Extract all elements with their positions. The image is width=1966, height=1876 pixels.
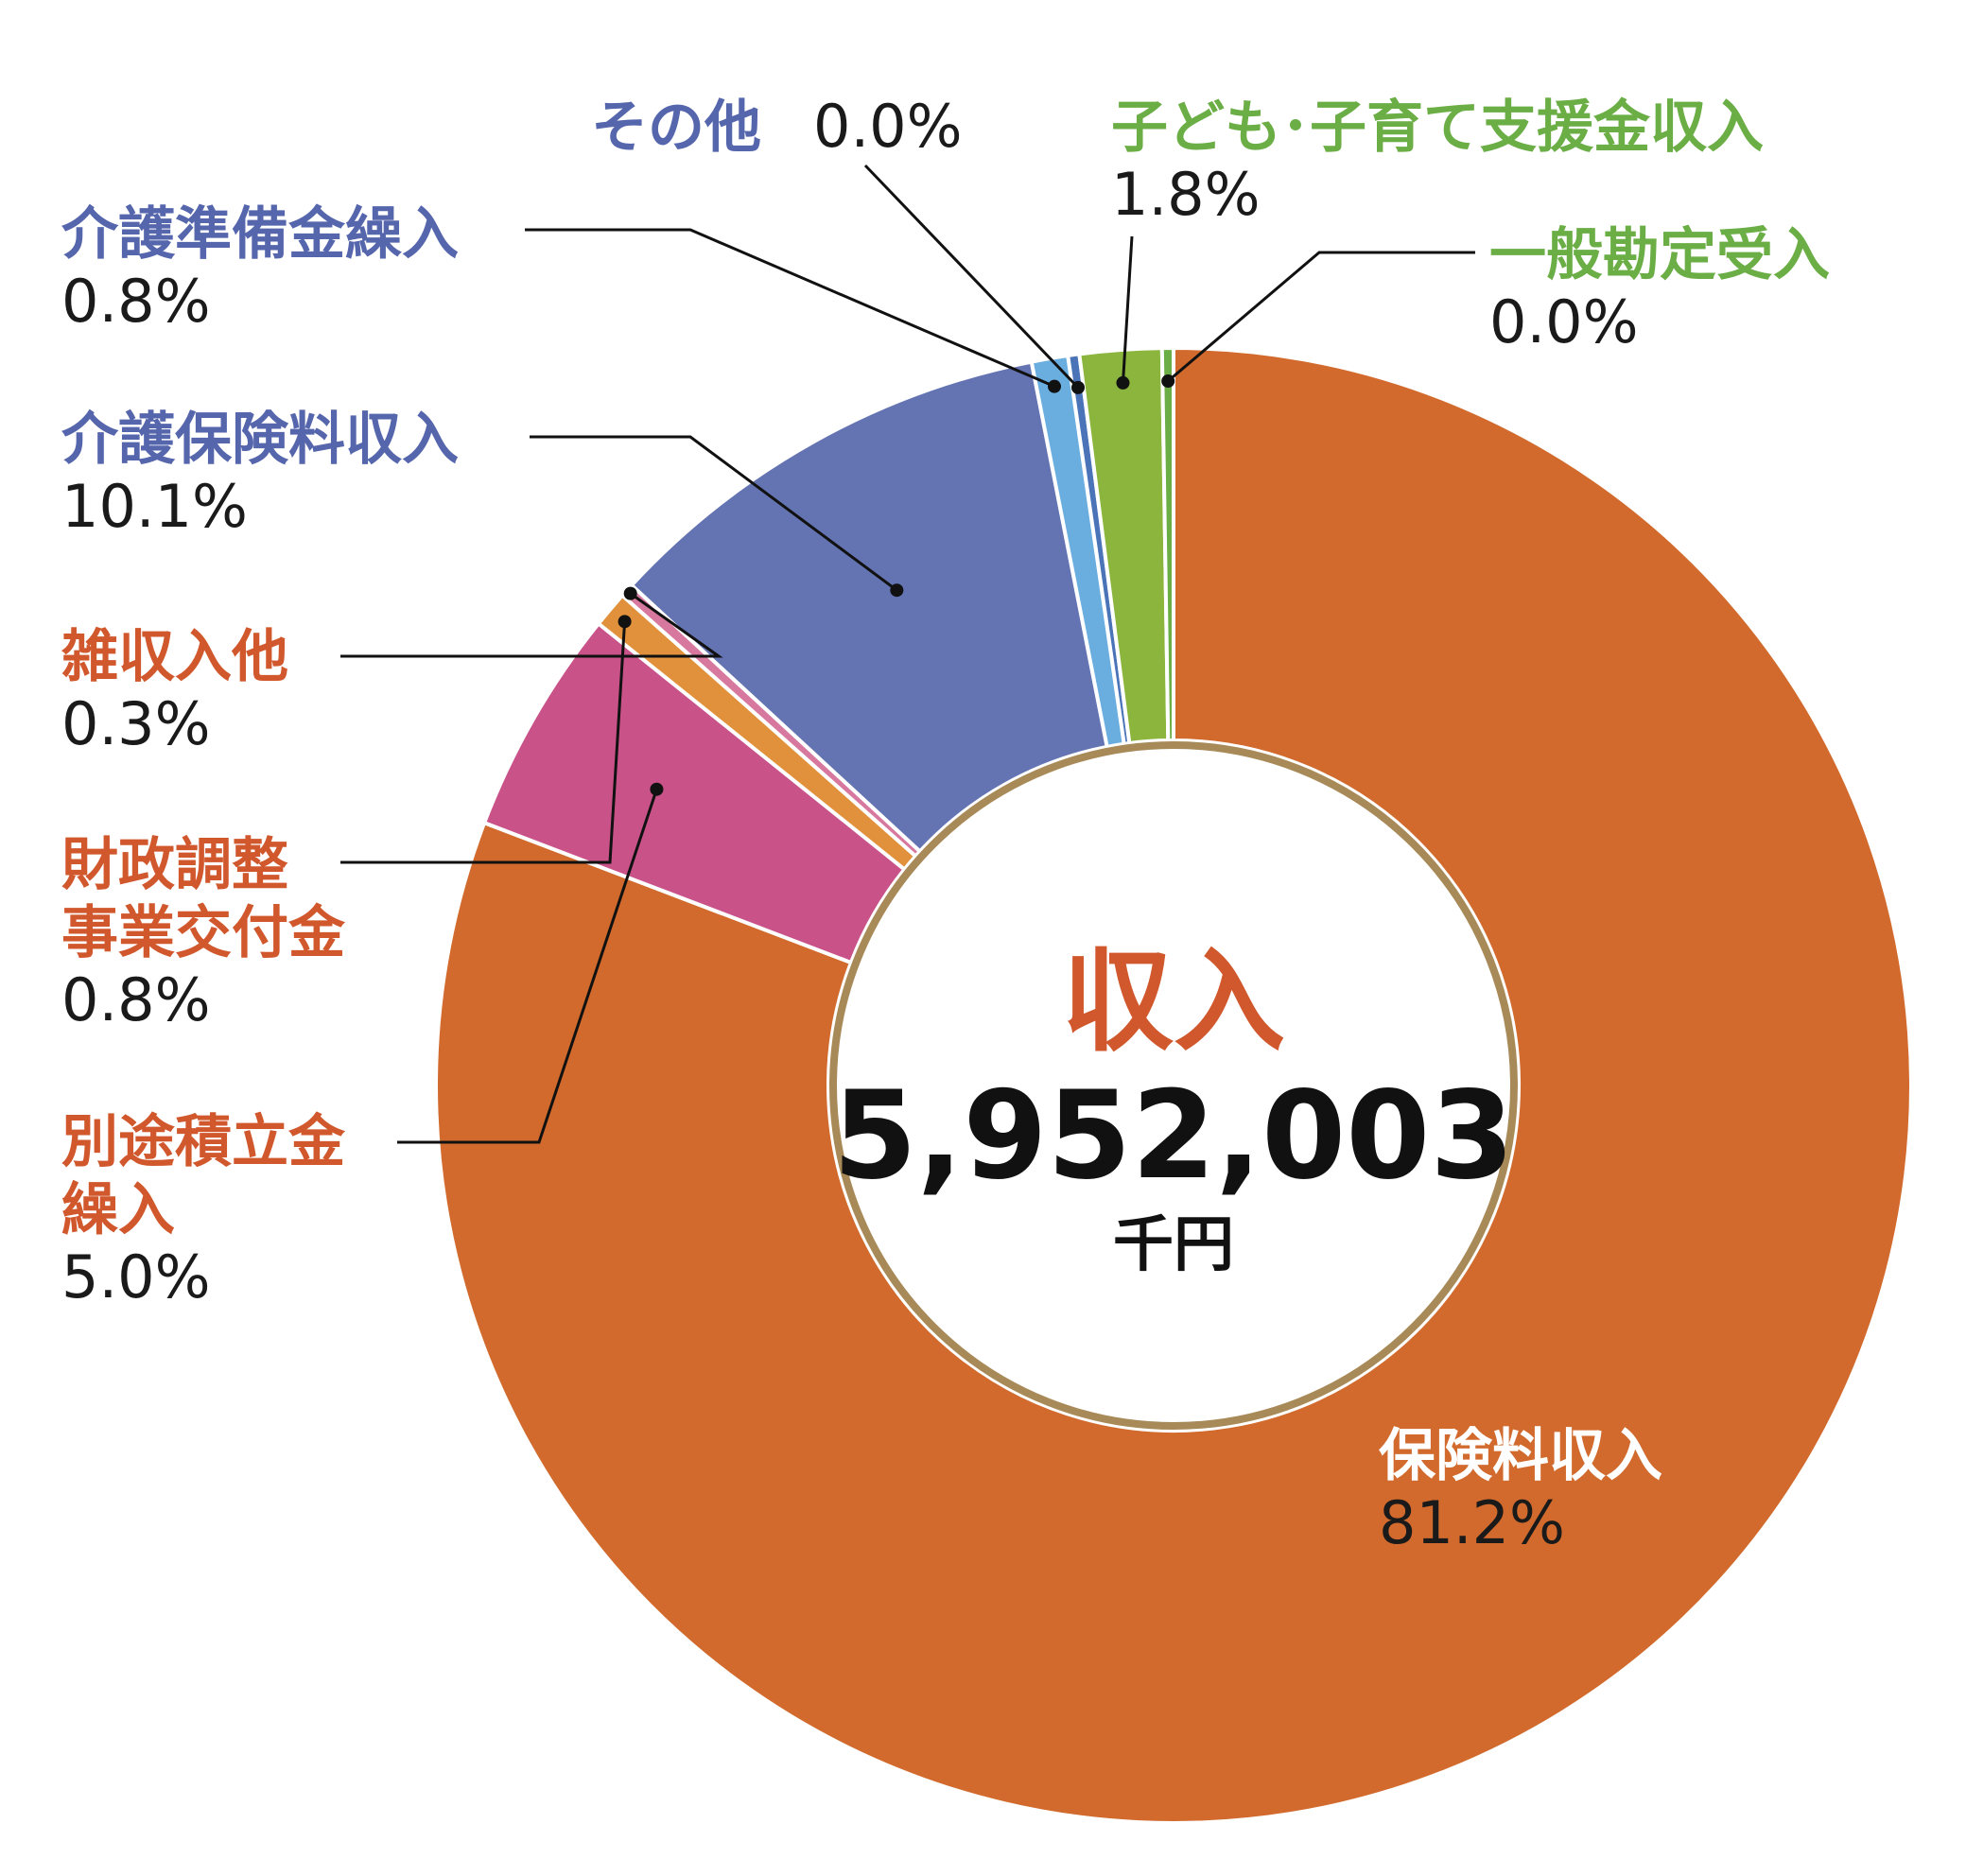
label-value-8: 0.0% [1489,287,1639,356]
leader-line-8 [1167,251,1475,383]
leader-line-1 [397,789,658,1144]
donut-hole [829,741,1518,1430]
leader-lines [340,164,1475,1144]
label-value-2: 0.8% [61,965,211,1034]
leader-line-6 [863,164,1080,389]
center-value: 5,952,003 [833,1066,1515,1207]
slice-labels: 保険料収入81.2%別途積立金繰入5.0%財政調整事業交付金0.8%雑収入他0.… [61,92,1830,1557]
donut-slices [434,345,1913,1825]
leader-dot-5 [1047,379,1061,393]
label-name-5-0: 介護準備金繰入 [61,201,459,268]
leader-line-3 [340,592,723,658]
label-name-1-0: 別途積立金 [61,1109,346,1175]
leader-line-2 [340,621,627,864]
slice-0 [434,345,1913,1825]
label-value-5: 0.8% [61,267,211,336]
label-6: その他 0.0% [591,92,963,161]
leader-line-7 [1121,235,1134,384]
leader-dot-2 [618,615,632,629]
label-name-2-1: 事業交付金 [61,900,346,966]
label-name-7-0: 子ども･子育て支援金収入 [1111,95,1764,161]
leader-dot-3 [623,586,637,600]
label-value-3: 0.3% [61,689,211,758]
center-title: 収入 [1062,936,1285,1067]
leader-dot-1 [650,782,664,796]
slice-4 [629,359,1110,855]
leader-dot-4 [890,583,904,598]
label-value-7: 1.8% [1111,160,1261,229]
label-value-6: 0.0% [813,92,963,161]
leader-dot-7 [1116,375,1130,390]
label-name-6-0: その他 [591,95,761,161]
label-value-0: 81.2% [1379,1488,1565,1557]
leader-dot-6 [1071,380,1086,394]
label-name-8-0: 一般勘定受入 [1489,222,1830,288]
slice-8 [1159,345,1175,743]
leader-line-4 [530,435,898,592]
label-value-4: 10.1% [61,472,248,541]
label-name-3-0: 雑収入他 [61,624,288,690]
label-name-2-0: 財政調整 [61,832,288,898]
center-unit: 千円 [1113,1210,1234,1280]
label-name-0-0: 保険料収入 [1379,1423,1662,1489]
label-name-1-1: 繰入 [61,1177,175,1243]
leader-line-5 [525,228,1055,389]
leader-dot-8 [1161,374,1175,389]
label-value-1: 5.0% [61,1242,211,1311]
label-name-4-0: 介護保険料収入 [61,407,459,473]
